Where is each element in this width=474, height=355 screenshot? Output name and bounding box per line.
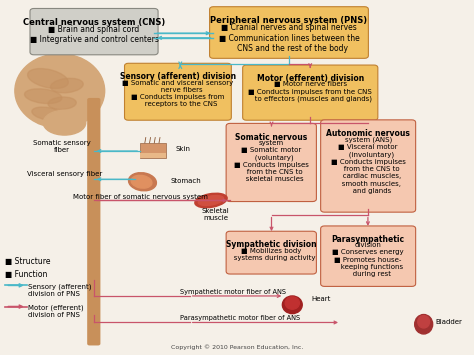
Text: Central nervous system (CNS): Central nervous system (CNS) (23, 18, 165, 27)
Text: Motor fiber of somatic nervous system: Motor fiber of somatic nervous system (73, 194, 208, 200)
Text: Stomach: Stomach (171, 178, 201, 184)
FancyBboxPatch shape (243, 65, 378, 120)
Text: ■ Cranial nerves and spinal nerves
■ Communication lines between the
   CNS and : ■ Cranial nerves and spinal nerves ■ Com… (219, 23, 359, 54)
Ellipse shape (285, 297, 300, 309)
Text: system (ANS)
■ Visceral motor
   (involuntary)
■ Conducts impulses
   from the C: system (ANS) ■ Visceral motor (involunta… (331, 136, 406, 194)
FancyBboxPatch shape (320, 120, 416, 212)
Ellipse shape (198, 196, 224, 206)
FancyBboxPatch shape (140, 153, 166, 158)
Text: Skin: Skin (175, 146, 191, 152)
Ellipse shape (32, 107, 64, 121)
FancyBboxPatch shape (320, 226, 416, 286)
FancyBboxPatch shape (140, 143, 166, 158)
Ellipse shape (131, 175, 152, 188)
Text: Motor (efferent)
division of PNS: Motor (efferent) division of PNS (28, 305, 84, 318)
Text: Parasympathetic motor fiber of ANS: Parasympathetic motor fiber of ANS (180, 315, 301, 321)
Ellipse shape (418, 316, 429, 328)
Text: division
■ Conserves energy
■ Promotes house-
   keeping functions
   during res: division ■ Conserves energy ■ Promotes h… (332, 242, 404, 277)
Text: system
■ Somatic motor
   (voluntary)
■ Conducts impulses
   from the CNS to
   : system ■ Somatic motor (voluntary) ■ Con… (234, 140, 309, 182)
Text: Heart: Heart (312, 296, 331, 302)
Text: ■ Mobilizes body
   systems during activity: ■ Mobilizes body systems during activity (227, 247, 316, 261)
Text: Somatic sensory
fiber: Somatic sensory fiber (33, 140, 91, 153)
Ellipse shape (48, 97, 76, 109)
Text: Motor (efferent) division: Motor (efferent) division (256, 74, 364, 83)
Ellipse shape (89, 110, 99, 135)
Text: Peripheral nervous system (PNS): Peripheral nervous system (PNS) (210, 16, 367, 25)
FancyBboxPatch shape (125, 63, 231, 120)
Text: Somatic nervous: Somatic nervous (235, 132, 308, 142)
Ellipse shape (415, 315, 433, 334)
Text: Visceral sensory fiber: Visceral sensory fiber (27, 171, 102, 177)
Text: Copyright © 2010 Pearson Education, Inc.: Copyright © 2010 Pearson Education, Inc. (171, 344, 303, 350)
Text: Sensory (afferent) division: Sensory (afferent) division (120, 72, 236, 82)
Ellipse shape (27, 69, 68, 88)
FancyBboxPatch shape (210, 7, 368, 58)
Ellipse shape (15, 54, 105, 128)
Text: Autonomic nervous: Autonomic nervous (326, 129, 410, 138)
Text: ■ Somatic and visceral sensory
   nerve fibers
■ Conducts impulses from
   recep: ■ Somatic and visceral sensory nerve fib… (122, 80, 234, 107)
Text: Sensory (afferent)
division of PNS: Sensory (afferent) division of PNS (28, 284, 91, 297)
Text: ■ Function: ■ Function (5, 271, 48, 279)
Text: Sympathetic division: Sympathetic division (226, 240, 317, 250)
Ellipse shape (195, 193, 227, 208)
FancyBboxPatch shape (226, 231, 317, 274)
Text: Parasympathetic: Parasympathetic (332, 235, 405, 244)
FancyBboxPatch shape (226, 124, 317, 202)
Ellipse shape (25, 89, 62, 104)
Ellipse shape (283, 296, 302, 313)
Ellipse shape (128, 173, 156, 191)
Text: ■ Brain and spinal cord
■ Integrative and control centers: ■ Brain and spinal cord ■ Integrative an… (29, 25, 158, 44)
Text: ■ Structure: ■ Structure (5, 257, 51, 266)
Ellipse shape (43, 110, 86, 135)
Text: Skeletal
muscle: Skeletal muscle (202, 208, 229, 221)
Text: Sympathetic motor fiber of ANS: Sympathetic motor fiber of ANS (180, 289, 286, 295)
Text: ■ Motor nerve fibers
■ Conducts impulses from the CNS
   to effectors (muscles a: ■ Motor nerve fibers ■ Conducts impulses… (248, 81, 372, 102)
FancyBboxPatch shape (87, 98, 100, 345)
FancyBboxPatch shape (30, 9, 158, 55)
Text: Bladder: Bladder (436, 320, 462, 326)
Ellipse shape (51, 78, 83, 93)
